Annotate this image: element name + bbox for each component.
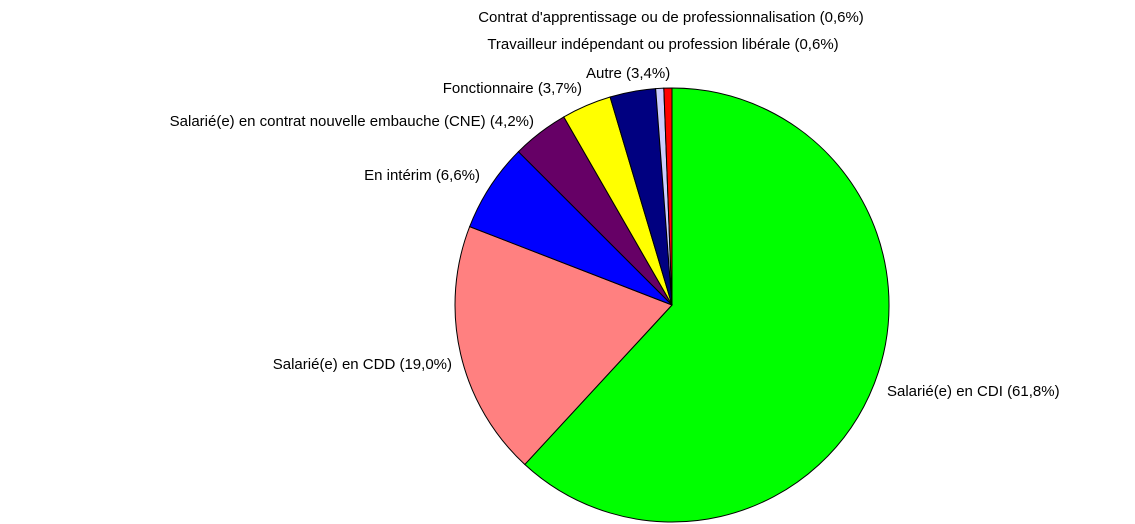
category-label: Fonctionnaire bbox=[443, 80, 534, 97]
value-label: (3,7%) bbox=[538, 80, 582, 97]
slice-label: Contrat d'apprentissage ou de profession… bbox=[478, 9, 864, 26]
value-label: (3,4%) bbox=[626, 65, 670, 82]
slice-label: Autre (3,4%) bbox=[586, 65, 670, 82]
slice-label: En intérim (6,6%) bbox=[364, 167, 480, 184]
category-label: Contrat d'apprentissage ou de profession… bbox=[478, 9, 815, 26]
value-label: (4,2%) bbox=[490, 113, 534, 130]
pie-slice bbox=[454, 225, 673, 466]
category-label: En intérim bbox=[364, 167, 432, 184]
slice-label: Salarié(e) en CDI (61,8%) bbox=[887, 383, 1060, 400]
pie-slice bbox=[524, 87, 890, 523]
category-label: Salarié(e) en CDD bbox=[273, 356, 396, 373]
category-label: Salarié(e) en CDI bbox=[887, 383, 1003, 400]
slice-label: Fonctionnaire (3,7%) bbox=[443, 80, 582, 97]
value-label: (0,6%) bbox=[820, 9, 864, 26]
slice-label: Salarié(e) en contrat nouvelle embauche … bbox=[170, 113, 534, 130]
category-label: Salarié(e) en contrat nouvelle embauche … bbox=[170, 113, 486, 130]
slice-label: Travailleur indépendant ou profession li… bbox=[487, 36, 838, 53]
category-label: Autre bbox=[586, 65, 622, 82]
value-label: (0,6%) bbox=[794, 36, 838, 53]
value-label: (6,6%) bbox=[436, 167, 480, 184]
pie-slice bbox=[663, 87, 673, 306]
category-label: Travailleur indépendant ou profession li… bbox=[487, 36, 790, 53]
slice-label: Salarié(e) en CDD (19,0%) bbox=[273, 356, 452, 373]
value-label: (61,8%) bbox=[1007, 383, 1060, 400]
value-label: (19,0%) bbox=[399, 356, 452, 373]
